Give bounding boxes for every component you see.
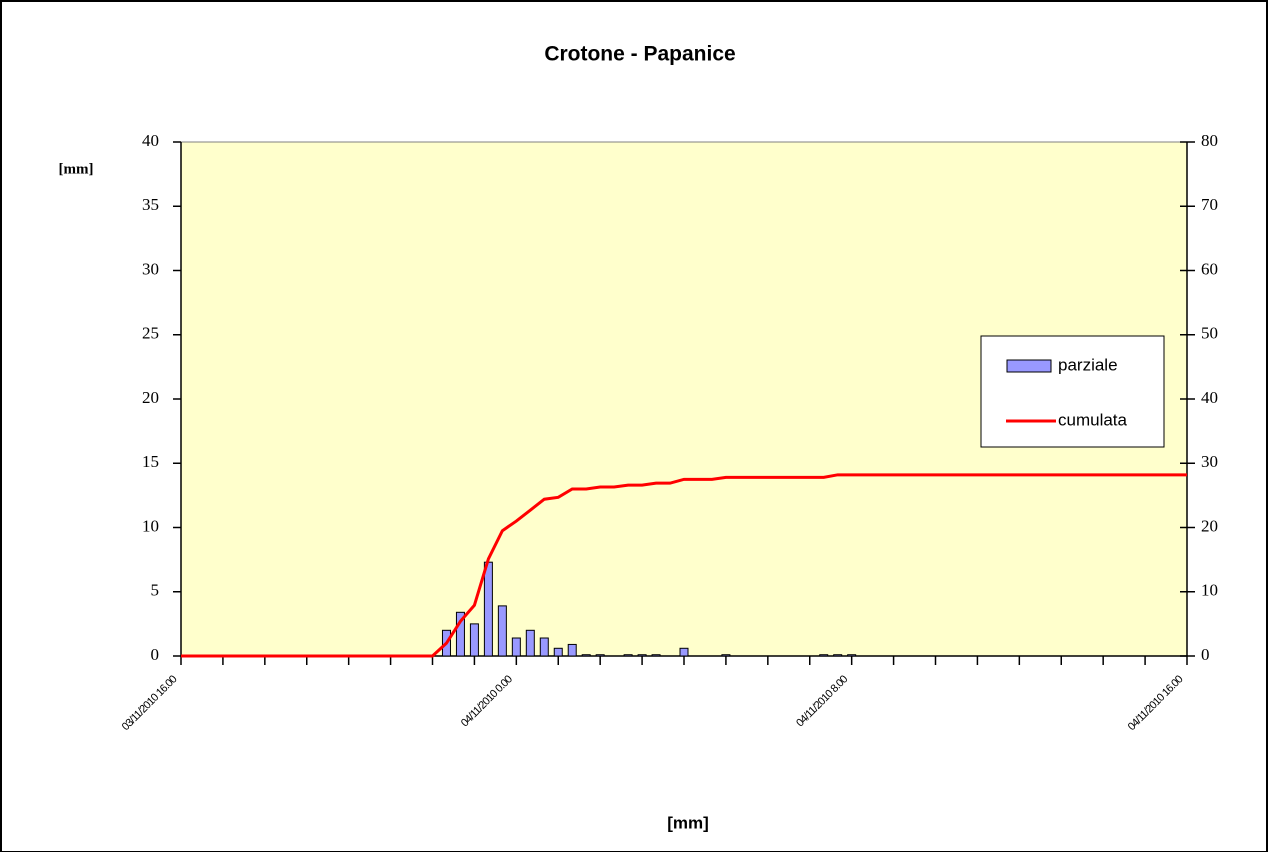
chart-title: Crotone - Papanice [544, 43, 735, 66]
bar [581, 654, 591, 657]
y-tick-label: 10 [142, 516, 159, 535]
legend-box [980, 335, 1165, 448]
y2-tick-label: 60 [1201, 259, 1218, 278]
bar [525, 629, 535, 657]
y2-tick-label: 20 [1201, 516, 1218, 535]
bar [833, 654, 843, 657]
bar [595, 654, 605, 657]
y2-tick-label: 0 [1201, 645, 1210, 664]
y-tick-label: 25 [142, 324, 159, 343]
y-tick-label: 30 [142, 259, 159, 278]
line [181, 473, 1187, 658]
bar [469, 623, 479, 657]
y-tick-label: 15 [142, 452, 159, 471]
y-tick-label: 0 [151, 645, 160, 664]
y2-tick-label: 10 [1201, 581, 1218, 600]
bar [455, 611, 465, 657]
y2-tick-label: 70 [1201, 195, 1218, 214]
y2-tick-label: 80 [1201, 131, 1218, 150]
legend-label: cumulata [1058, 410, 1128, 429]
bar [483, 561, 493, 657]
y-tick-label: 35 [142, 195, 159, 214]
bar [623, 654, 633, 657]
bar [497, 605, 507, 657]
bar [553, 647, 563, 657]
bar [819, 654, 829, 657]
y-tick-label: 5 [151, 581, 160, 600]
bar [637, 654, 647, 657]
legend: parziale cumulata [980, 335, 1165, 448]
y-tick-label: 20 [142, 388, 159, 407]
bar [651, 654, 661, 657]
x-axis-label: [mm] [667, 813, 709, 832]
y2-tick-label: 40 [1201, 388, 1218, 407]
legend-swatch [1006, 359, 1052, 373]
bar [679, 647, 689, 657]
bar [567, 643, 577, 657]
y2-tick-label: 50 [1201, 324, 1218, 343]
legend-label: parziale [1058, 355, 1118, 374]
bar [539, 637, 549, 657]
y-tick-label: 40 [142, 131, 159, 150]
bar [721, 654, 731, 657]
bar [847, 654, 857, 657]
bar [511, 637, 521, 657]
y-axis-label: [mm] [59, 161, 94, 177]
y2-tick-label: 30 [1201, 452, 1218, 471]
